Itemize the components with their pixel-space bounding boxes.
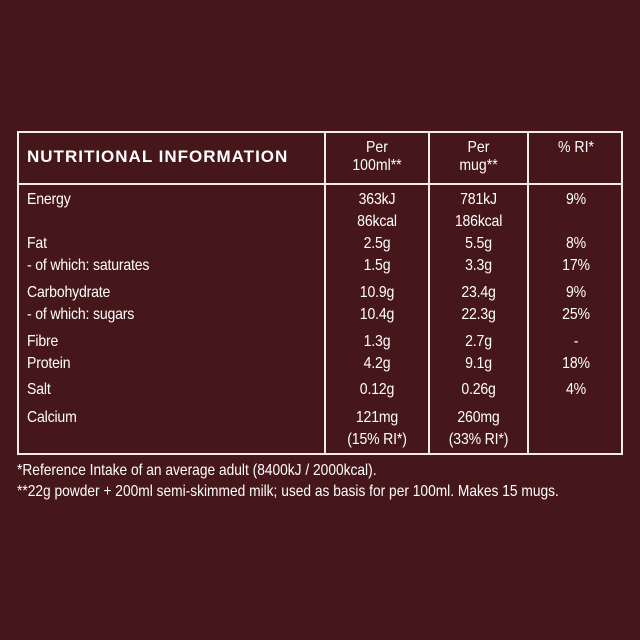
- calcium-per100: 121mg: [355, 409, 399, 426]
- nutrition-table: NUTRITIONAL INFORMATION Per 100ml** Per …: [17, 131, 623, 455]
- protein-permug: 9.1g: [465, 355, 492, 372]
- protein-per100: 4.2g: [363, 355, 391, 372]
- header-per-mug: Per mug**: [436, 139, 521, 175]
- header-per-100ml-line1: Per: [366, 139, 388, 156]
- calcium-per100-ri: (15% RI*): [347, 431, 407, 448]
- energy-per100-kj: 363kJ: [358, 191, 396, 208]
- header-per-mug-line2: mug**: [459, 157, 498, 174]
- fibre-per100: 1.3g: [363, 333, 391, 350]
- energy-permug-kcal: 186kcal: [454, 213, 503, 230]
- sugars-per100: 10.4g: [359, 306, 395, 323]
- row-label-energy: Energy: [27, 191, 71, 208]
- column-divider-3: [527, 133, 529, 453]
- fat-per100: 2.5g: [363, 235, 391, 252]
- header-per-100ml: Per 100ml**: [332, 139, 422, 175]
- fat-ri: 8%: [565, 235, 586, 252]
- saturates-ri: 17%: [562, 257, 590, 274]
- saturates-permug: 3.3g: [465, 257, 492, 274]
- row-label-sugars: - of which: sugars: [27, 306, 135, 323]
- header-ri: % RI*: [558, 139, 594, 156]
- saturates-per100: 1.5g: [363, 257, 391, 274]
- sugars-permug: 22.3g: [461, 306, 496, 323]
- calcium-permug-ri: (33% RI*): [448, 431, 509, 448]
- energy-per100-kcal: 86kcal: [357, 213, 397, 230]
- column-divider-1: [324, 133, 326, 453]
- row-label-protein: Protein: [27, 355, 71, 372]
- footnote-serving-basis: **22g powder + 200ml semi-skimmed milk; …: [17, 483, 559, 500]
- carbohydrate-ri: 9%: [565, 284, 586, 301]
- energy-permug-kj: 781kJ: [460, 191, 497, 208]
- row-label-salt: Salt: [27, 381, 51, 398]
- row-label-fibre: Fibre: [27, 333, 59, 350]
- header-per-100ml-line2: 100ml**: [352, 157, 402, 174]
- header-per-mug-line1: Per: [467, 139, 490, 156]
- footnote-reference-intake: *Reference Intake of an average adult (8…: [17, 462, 377, 479]
- header-divider: [19, 183, 621, 185]
- fibre-permug: 2.7g: [465, 333, 492, 350]
- salt-permug: 0.26g: [461, 381, 496, 398]
- carbohydrate-per100: 10.9g: [359, 284, 395, 301]
- salt-per100: 0.12g: [359, 381, 395, 398]
- carbohydrate-permug: 23.4g: [461, 284, 496, 301]
- row-label-carbohydrate: Carbohydrate: [27, 284, 111, 301]
- fat-permug: 5.5g: [465, 235, 492, 252]
- protein-ri: 18%: [562, 355, 590, 372]
- energy-ri: 9%: [565, 191, 586, 208]
- calcium-permug: 260mg: [457, 409, 500, 426]
- row-label-fat: Fat: [27, 235, 47, 252]
- salt-ri: 4%: [565, 381, 586, 398]
- row-label-saturates: - of which: saturates: [27, 257, 150, 274]
- row-label-calcium: Calcium: [27, 409, 77, 426]
- fibre-ri: -: [573, 333, 579, 350]
- table-title: NUTRITIONAL INFORMATION: [27, 147, 289, 166]
- sugars-ri: 25%: [562, 306, 590, 323]
- column-divider-2: [428, 133, 430, 453]
